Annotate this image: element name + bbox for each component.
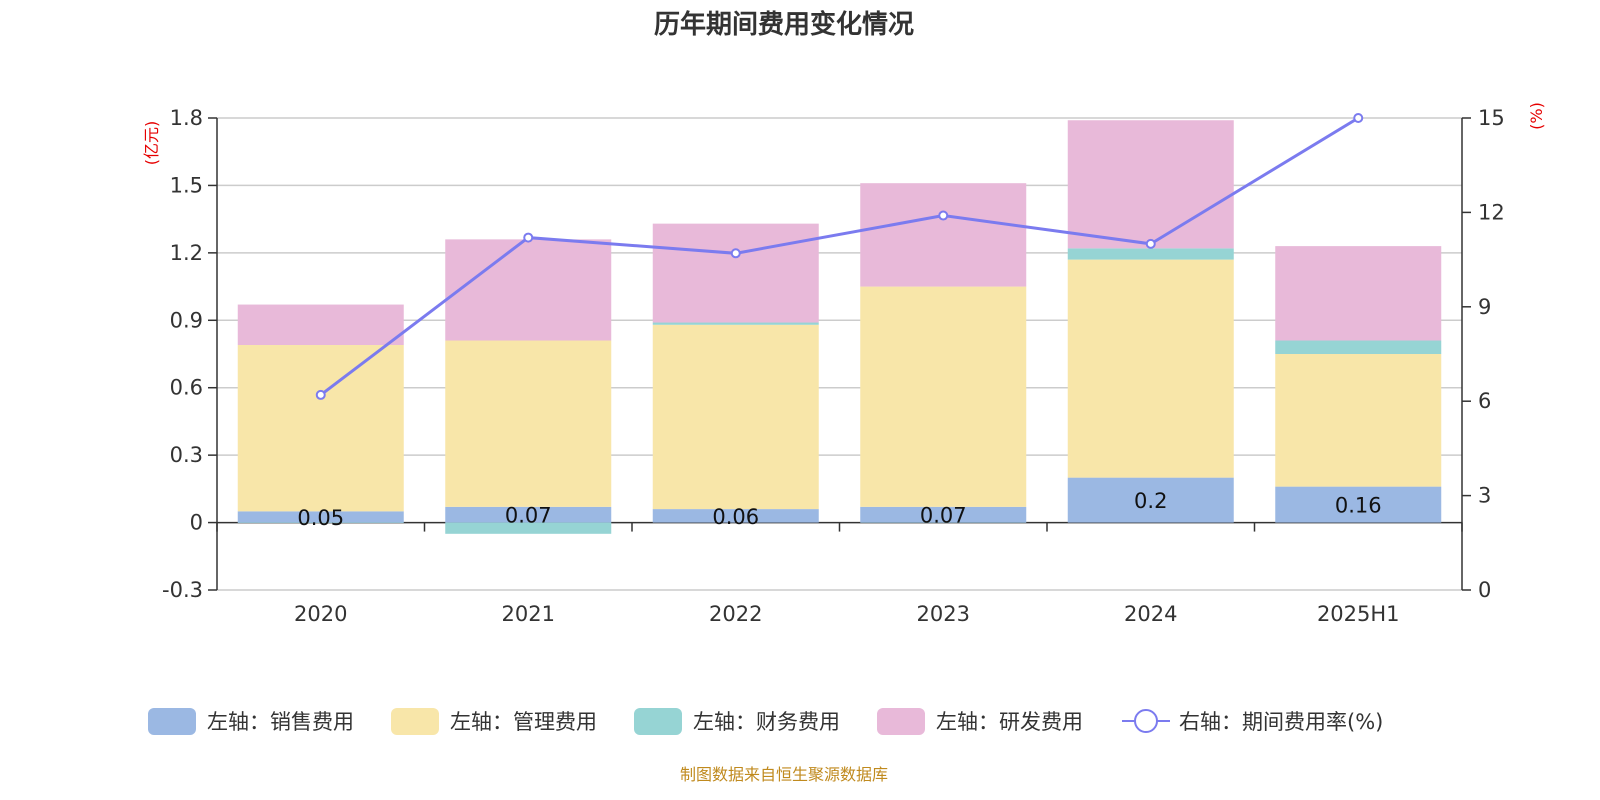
- x-axis-tick-label: 2023: [917, 602, 970, 626]
- rate-point[interactable]: [1145, 238, 1156, 249]
- right-axis-tick-label: 15: [1478, 106, 1505, 130]
- data-label: 0.2: [1134, 489, 1167, 513]
- rate-point[interactable]: [730, 248, 741, 259]
- axes: -0.3 0 0.3 0.6 0.9 1.2 1.5 1.8 0 3 6 9 12 15 2020 2021 2…: [162, 106, 1505, 626]
- bar-segment-3[interactable]: [445, 522, 612, 534]
- bar-segment-1[interactable]: [652, 509, 819, 523]
- data-label: 0.16: [1335, 494, 1382, 518]
- data-label: 0.07: [920, 504, 967, 528]
- x-axis-tick-label: 2024: [1124, 602, 1177, 626]
- left-axis-tick-label: 0: [190, 511, 203, 535]
- legend-marker[interactable]: [1134, 709, 1158, 733]
- bar-segment-3[interactable]: [1275, 340, 1442, 354]
- rate-point[interactable]: [523, 232, 534, 243]
- right-axis-tick-label: 0: [1478, 578, 1491, 602]
- x-axis-tick-label: 2020: [294, 602, 347, 626]
- bar-segment-2[interactable]: [445, 340, 612, 507]
- legend-label[interactable]: 左轴：研发费用: [936, 710, 1083, 734]
- rate-point[interactable]: [938, 210, 949, 221]
- left-axis-tick-label: 1.8: [170, 106, 203, 130]
- bar-segment-3[interactable]: [1067, 248, 1234, 260]
- bar-segment-1[interactable]: [237, 511, 404, 523]
- left-axis-tick-label: 1.2: [170, 241, 203, 265]
- bar-segment-2[interactable]: [237, 345, 404, 512]
- right-axis-unit: (%): [1527, 102, 1546, 130]
- data-labels: 0.05 0.07 0.06 0.07 0.2 0.16: [297, 489, 1381, 530]
- rate-line: [319, 116, 1360, 397]
- legend-label[interactable]: 左轴：管理费用: [450, 710, 597, 734]
- legend-swatch[interactable]: [877, 708, 925, 735]
- bar-segment-4[interactable]: [860, 183, 1027, 287]
- right-axis-tick-label: 9: [1478, 295, 1491, 319]
- x-axis-tick-label: 2021: [502, 602, 555, 626]
- legend-swatch[interactable]: [148, 708, 196, 735]
- left-axis-tick-label: -0.3: [162, 578, 203, 602]
- rate-point[interactable]: [315, 389, 326, 400]
- right-axis-tick-label: 12: [1478, 200, 1505, 224]
- bar-segment-2[interactable]: [652, 324, 819, 510]
- bar-segment-3[interactable]: [652, 322, 819, 325]
- right-axis-tick-label: 6: [1478, 389, 1491, 413]
- x-axis-tick-label: 2025H1: [1317, 602, 1400, 626]
- bar-segment-4[interactable]: [445, 239, 612, 341]
- rate-line-series: [315, 113, 1364, 400]
- legend-label[interactable]: 右轴：期间费用率(%): [1179, 710, 1383, 734]
- legend[interactable]: 左轴：销售费用 左轴：管理费用 左轴：财务费用 左轴：研发费用 右轴：期间费用率(%): [148, 708, 1383, 735]
- right-axis-tick-label: 3: [1478, 484, 1491, 508]
- left-axis-tick-label: 0.9: [170, 308, 203, 332]
- legend-label[interactable]: 左轴：财务费用: [693, 710, 840, 734]
- bar-segment-1[interactable]: [1275, 486, 1442, 523]
- left-axis-tick-label: 1.5: [170, 173, 203, 197]
- grid: [217, 117, 1462, 591]
- bars: [237, 120, 1442, 534]
- bar-segment-2[interactable]: [860, 286, 1027, 507]
- chart-title: 历年期间费用变化情况: [654, 9, 914, 40]
- x-axis-tick-label: 2022: [709, 602, 762, 626]
- bar-segment-2[interactable]: [1275, 354, 1442, 487]
- legend-swatch[interactable]: [391, 708, 439, 735]
- bar-segment-1[interactable]: [1067, 477, 1234, 523]
- data-label: 0.05: [297, 506, 344, 530]
- bar-segment-4[interactable]: [652, 223, 819, 323]
- legend-swatch[interactable]: [634, 708, 682, 735]
- data-label: 0.06: [712, 505, 759, 529]
- rate-point[interactable]: [1353, 113, 1364, 123]
- legend-label[interactable]: 左轴：销售费用: [207, 710, 354, 734]
- bar-segment-4[interactable]: [1067, 120, 1234, 249]
- left-axis-unit: (亿元): [142, 121, 161, 166]
- source-note: 制图数据来自恒生聚源数据库: [680, 765, 888, 784]
- bar-segment-1[interactable]: [445, 506, 612, 523]
- bar-segment-1[interactable]: [860, 506, 1027, 523]
- bar-segment-4[interactable]: [1275, 246, 1442, 341]
- data-label: 0.07: [505, 504, 552, 528]
- left-axis-tick-label: 0.6: [170, 376, 203, 400]
- bar-segment-2[interactable]: [1067, 259, 1234, 478]
- bar-segment-4[interactable]: [237, 304, 404, 346]
- left-axis-tick-label: 0.3: [170, 443, 203, 467]
